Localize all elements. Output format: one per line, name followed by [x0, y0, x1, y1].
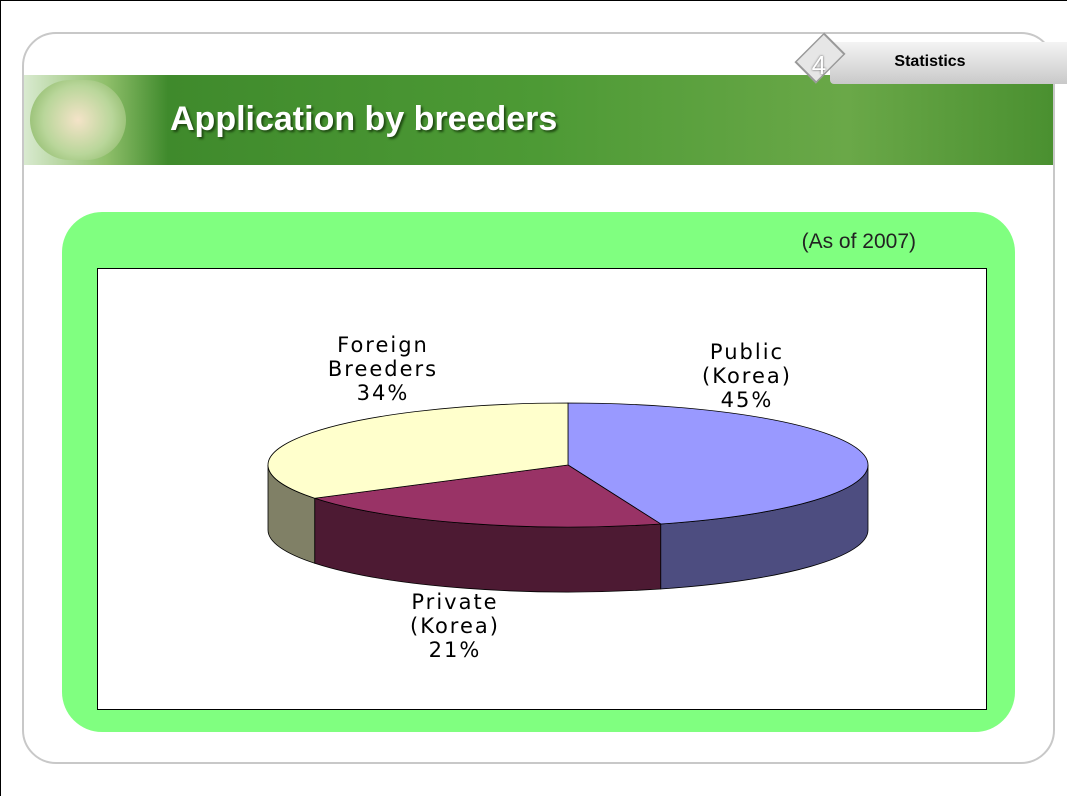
section-label: Statistics: [894, 53, 966, 70]
frame-line: [0, 0, 1067, 1]
slice-label-value: 21%: [428, 638, 482, 662]
section-tab: [830, 42, 1067, 84]
slice-label-value: 34%: [356, 381, 410, 405]
slide-border: [22, 32, 1055, 764]
slice-label-value: 45%: [720, 388, 774, 412]
title-banner: [24, 75, 1053, 165]
slice: [267, 402, 569, 499]
slice-label: Public (Korea) 45%: [672, 340, 822, 412]
slide-title: Application by breeders: [170, 100, 558, 138]
slice-label-name: Foreign Breeders: [327, 333, 439, 381]
slice-label: Private (Korea) 21%: [380, 590, 530, 662]
slice-label: Foreign Breeders 34%: [308, 333, 458, 405]
slice-label-name: Public (Korea): [702, 340, 792, 388]
frame-line: [0, 0, 1, 796]
slice: [314, 464, 662, 528]
section-number: 4: [811, 50, 827, 80]
slice: [567, 402, 869, 525]
chart-subtitle: (As of 2007): [801, 230, 916, 253]
banner-image: [30, 80, 126, 160]
slice-label-name: Private (Korea): [410, 590, 500, 638]
